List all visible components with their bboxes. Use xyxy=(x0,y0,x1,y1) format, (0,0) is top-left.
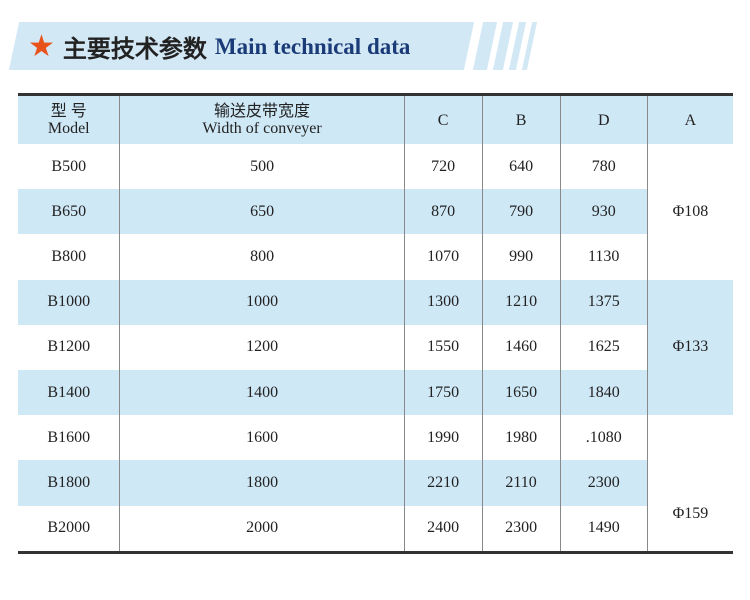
table-cell: B1000 xyxy=(18,279,120,325)
column-header: A xyxy=(646,94,733,144)
column-header-en: B xyxy=(515,111,527,129)
table-row: B1000 1000 1300 1210 1375 Φ133 xyxy=(18,279,733,416)
table-cell: 2210 xyxy=(403,460,483,506)
table-cell: 1210 xyxy=(481,279,561,325)
column-header-en: A xyxy=(684,111,697,129)
table-cell: 1840 xyxy=(559,369,648,416)
table-cell: 790 xyxy=(481,189,561,235)
table-row: B1400 1400 1750 1650 1840 xyxy=(18,369,733,416)
table-cell: 1375 xyxy=(559,279,648,325)
column-header-en: Model xyxy=(47,120,90,137)
table-cell: B1400 xyxy=(18,369,120,416)
table-cell: 1300 xyxy=(403,279,483,325)
column-header-cn: 输送皮带宽度 xyxy=(214,103,311,120)
column-header: B xyxy=(481,94,561,144)
column-header-en: Width of conveyer xyxy=(202,120,322,137)
table-cell: 1200 xyxy=(119,324,405,370)
table-row: B1600 1600 1990 1980.1080 Φ159 xyxy=(18,415,733,553)
table-cell: 2300 xyxy=(559,460,648,506)
table-cell: 1600 xyxy=(119,415,405,461)
a-value-cell: Φ159 xyxy=(646,415,733,553)
column-header: 输送皮带宽度 Width of conveyer xyxy=(119,94,405,144)
title-english: Main technical data xyxy=(214,33,411,59)
table-cell: 1750 xyxy=(403,369,483,416)
a-value-cell: Φ108 xyxy=(646,144,733,280)
table-row: B1800 1800 2210 2110 2300 xyxy=(18,460,733,506)
table-row: B800 800 1070 990 1130 xyxy=(18,234,733,280)
column-header-en: D xyxy=(597,111,610,129)
table-cell: 1130 xyxy=(559,234,648,280)
column-header-en: C xyxy=(437,111,449,129)
table-cell: 1980 xyxy=(481,415,561,461)
title-chinese: 主要技术参数 xyxy=(62,35,207,63)
table-cell: 930 xyxy=(559,189,648,235)
table-cell: 1490 xyxy=(559,505,648,553)
technical-data-table: 型 号 Model 输送皮带宽度 Width of conveyer C B D A B500… xyxy=(18,93,733,554)
table-cell: 800 xyxy=(119,234,405,280)
table-cell: B1800 xyxy=(18,460,120,506)
table-row: B500 500 720 640 780 Φ108 xyxy=(18,144,733,280)
column-header-cn: 型 号 xyxy=(50,103,87,120)
table-cell: B800 xyxy=(51,247,87,265)
table-cell: 1400 xyxy=(119,369,405,416)
table-cell: .1080 xyxy=(559,415,648,461)
table-cell: 990 xyxy=(481,234,561,280)
table-cell: 2000 xyxy=(119,505,405,553)
table-cell: 870 xyxy=(403,189,483,235)
table-cell: 500 xyxy=(119,144,405,190)
table-cell: 650 xyxy=(119,189,405,235)
table-cell: 1625 xyxy=(559,324,648,370)
table-cell: 1650 xyxy=(481,369,561,416)
table-row: B1200 1200 1550 1460 1625 xyxy=(18,324,733,370)
table-cell: 1550 xyxy=(403,324,483,370)
table-cell: 1800 xyxy=(119,460,405,506)
table-cell: B650 xyxy=(18,189,120,235)
table-cell: B500 xyxy=(51,157,87,175)
table-cell: 640 xyxy=(481,144,561,190)
table-cell: 2300 xyxy=(481,505,561,553)
star-icon: ★ xyxy=(28,28,55,64)
table-row: B650 650 870 790 930 xyxy=(18,189,733,235)
table-cell: B1600 xyxy=(47,428,91,446)
section-title: ★ 主要技术参数 Main technical data xyxy=(28,29,410,64)
table-cell: 1460 xyxy=(481,324,561,370)
table-header-row: 型 号 Model 输送皮带宽度 Width of conveyer C B D A xyxy=(18,94,733,144)
table-cell: 2400 xyxy=(403,505,483,553)
table-cell: 1070 xyxy=(403,234,483,280)
table-cell: B2000 xyxy=(47,519,91,537)
column-header: 型 号 Model xyxy=(18,94,120,144)
table-cell: B1200 xyxy=(47,338,91,356)
column-header: D xyxy=(559,94,648,144)
table-cell: 720 xyxy=(403,144,483,190)
table-cell: 1000 xyxy=(119,279,405,325)
table-cell: 780 xyxy=(559,144,648,190)
a-value-cell: Φ133 xyxy=(646,279,733,416)
column-header: C xyxy=(403,94,483,144)
table-cell: 2110 xyxy=(481,460,561,506)
table-cell: 1990 xyxy=(403,415,483,461)
table-row: B2000 2000 2400 2300 1490 xyxy=(18,505,733,553)
